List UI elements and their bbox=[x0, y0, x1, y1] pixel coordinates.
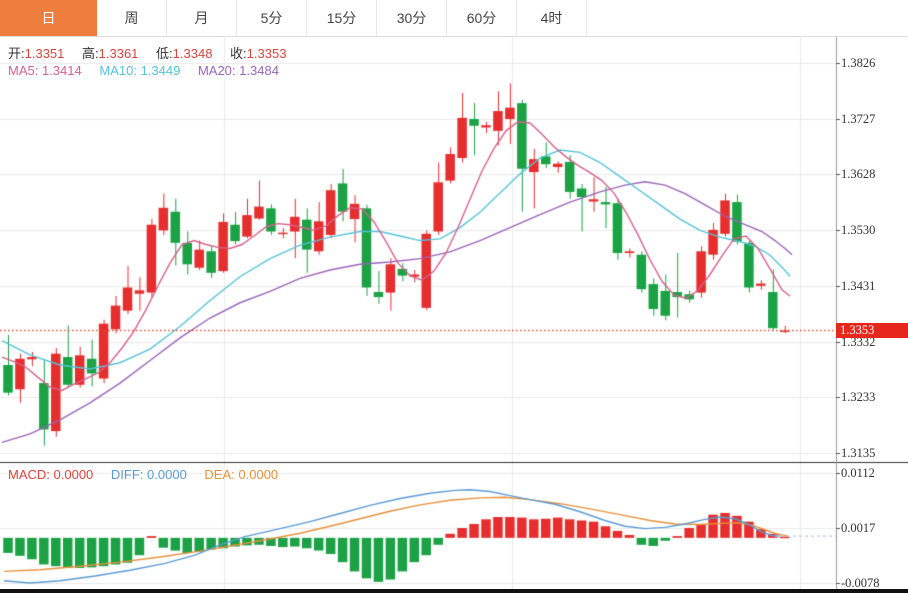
diff-label: DIFF: bbox=[110, 467, 144, 482]
close-label: 收: bbox=[230, 46, 247, 61]
macd-axis-label: 0.0017 bbox=[841, 521, 876, 535]
period-tab-bar: 日周月 5分 15分 30分 60分 4时 bbox=[0, 0, 908, 37]
tab-30分[interactable]: 30分 bbox=[377, 0, 447, 36]
close-value: 1.3353 bbox=[246, 46, 287, 61]
ma-info-bar: MA5: 1.3414 MA10: 1.3449 MA20: 1.3484 bbox=[8, 63, 293, 78]
open-label: 开: bbox=[8, 46, 25, 61]
price-axis-label: 1.3628 bbox=[841, 167, 876, 182]
tab-15分[interactable]: 15分 bbox=[307, 0, 377, 36]
price-axis-label: 1.3332 bbox=[841, 334, 876, 349]
low-label: 低: bbox=[156, 46, 173, 61]
tab-周[interactable]: 周 bbox=[97, 0, 167, 36]
ma10-label: MA10: bbox=[99, 63, 137, 78]
ma20-label: MA20: bbox=[197, 63, 236, 78]
price-axis-label: 1.3530 bbox=[841, 223, 876, 238]
ohlc-info-bar: 开:1.3351 高:1.3361 低:1.3348 收:1.3353 bbox=[8, 43, 300, 62]
current-price-tag: 1.3353 bbox=[836, 323, 908, 338]
price-axis-label: 1.3826 bbox=[841, 56, 876, 70]
tab-60分[interactable]: 60分 bbox=[447, 0, 517, 36]
tab-日[interactable]: 日 bbox=[0, 0, 97, 36]
price-axis-label: 1.3727 bbox=[841, 111, 876, 126]
ma20-value: 1.3484 bbox=[239, 63, 279, 78]
tab-月[interactable]: 月 bbox=[167, 0, 237, 36]
ma5-label: MA5: bbox=[8, 63, 39, 78]
high-label: 高: bbox=[82, 46, 99, 61]
ma5-value: 1.3414 bbox=[41, 63, 82, 78]
open-value: 1.3351 bbox=[24, 46, 65, 61]
macd-axis-label: 0.0112 bbox=[841, 466, 875, 480]
macd-info-bar: MACD: 0.0000 DIFF: 0.0000 DEA: 0.0000 bbox=[8, 467, 292, 482]
low-value: 1.3348 bbox=[172, 46, 213, 61]
macd-value: 0.0000 bbox=[53, 467, 94, 482]
macd-axis-label: -0.0078 bbox=[841, 576, 880, 590]
tab-5分[interactable]: 5分 bbox=[237, 0, 307, 36]
macd-label: MACD: bbox=[8, 467, 50, 482]
ma10-value: 1.3449 bbox=[140, 63, 181, 78]
tab-4时[interactable]: 4时 bbox=[517, 0, 587, 36]
high-value: 1.3361 bbox=[98, 46, 139, 61]
diff-value: 0.0000 bbox=[147, 467, 187, 482]
price-axis-label: 1.3233 bbox=[841, 390, 876, 405]
price-axis-label: 1.3431 bbox=[841, 278, 876, 293]
dea-label: DEA: bbox=[204, 467, 235, 482]
bottom-edge-bar bbox=[0, 589, 908, 593]
price-axis-label: 1.3135 bbox=[841, 445, 876, 460]
dea-value: 0.0000 bbox=[238, 467, 279, 482]
